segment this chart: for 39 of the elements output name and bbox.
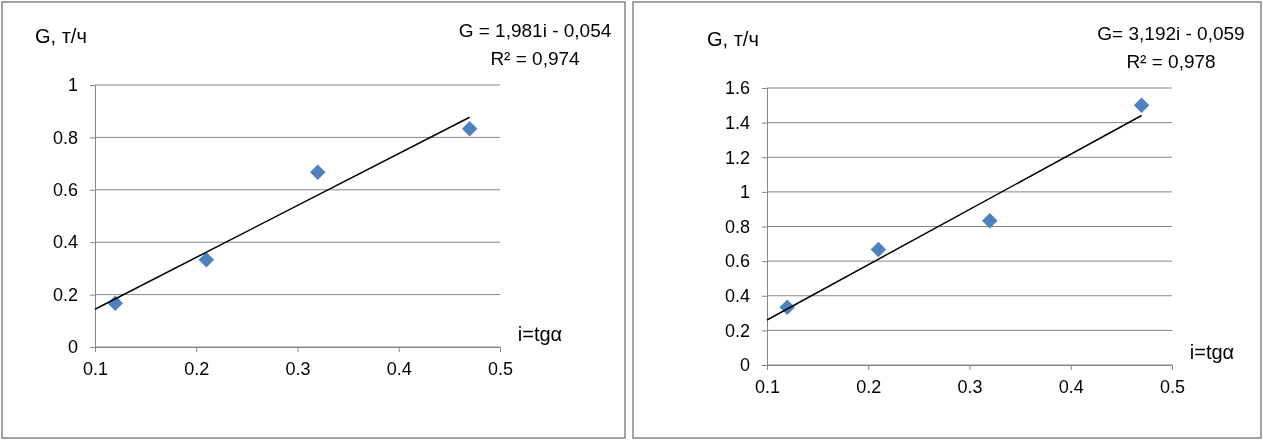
x-tick-label: 0.4 (386, 358, 412, 379)
x-tick-label: 0.2 (856, 376, 882, 397)
y-tick-label: 1 (67, 75, 78, 96)
y-axis-title: G, т/ч (35, 25, 87, 47)
y-tick-label: 0.4 (724, 286, 750, 307)
text: R² = 0,974 (490, 48, 581, 69)
y-tick-label: 0 (67, 337, 78, 358)
x-tick-label: 0.5 (1159, 376, 1186, 397)
y-tick-label: 0.2 (52, 284, 78, 305)
text: G = 1,981i - 0,054 (458, 20, 612, 41)
y-tick-label: 0.4 (52, 232, 78, 253)
y-tick-label: 0.6 (52, 180, 78, 201)
point (461, 121, 478, 137)
point (870, 241, 887, 258)
y-tick-label: 0.6 (724, 251, 750, 272)
text: G= 3,192i - 0,059 (1097, 23, 1245, 44)
y-tick-label: 1 (739, 182, 750, 203)
y-tick-label: 0.8 (724, 216, 750, 237)
y-tick-label: 0.8 (52, 127, 78, 148)
point (1133, 97, 1150, 114)
x-tick-label: 0.2 (184, 358, 210, 379)
y-tick-label: 1.2 (724, 147, 750, 168)
x-tick-label: 0.1 (754, 376, 781, 397)
y-axis-title: G, т/ч (707, 28, 759, 50)
x-tick-label: 0.1 (82, 358, 109, 379)
point (310, 164, 326, 180)
point (198, 252, 215, 268)
x-tick-label: 0.5 (487, 358, 514, 379)
point (982, 213, 998, 229)
x-axis-title: i=tgα (1189, 341, 1235, 363)
y-tick-label: 0.2 (724, 320, 750, 341)
y-tick-label: 0 (739, 355, 750, 376)
text: R² = 0,978 (1126, 51, 1216, 72)
x-axis-title: i=tgα (517, 323, 563, 345)
y-tick-label: 1.4 (724, 112, 750, 133)
x-tick-label: 0.3 (957, 376, 983, 397)
x-tick-label: 0.3 (285, 358, 311, 379)
y-tick-label: 1.6 (724, 78, 750, 99)
x-tick-label: 0.4 (1058, 376, 1084, 397)
